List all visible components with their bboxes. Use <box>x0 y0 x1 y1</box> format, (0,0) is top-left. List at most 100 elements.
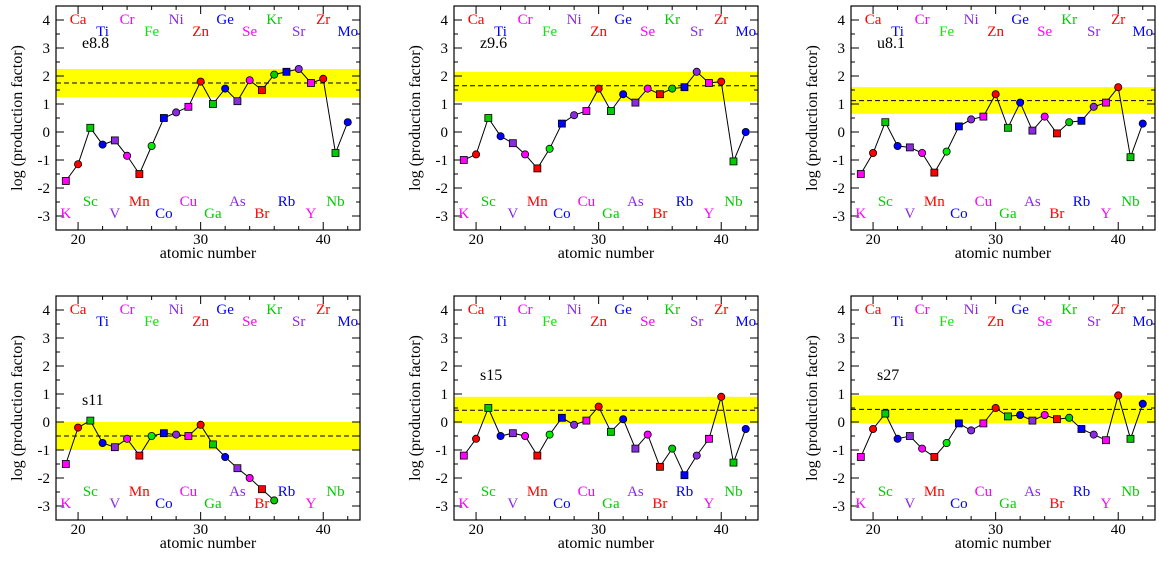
data-point <box>930 168 939 177</box>
data-point <box>172 108 181 117</box>
element-label-sr: Sr <box>1087 24 1100 40</box>
data-point <box>1016 411 1025 420</box>
element-label-br: Br <box>652 206 667 222</box>
data-point <box>86 123 95 132</box>
data-point <box>905 432 914 440</box>
x-tick-label: 30 <box>193 232 208 248</box>
element-label-ga: Ga <box>602 496 620 512</box>
element-label-y: Y <box>1101 496 1112 512</box>
element-label-ni: Ni <box>964 302 979 318</box>
element-label-nb: Nb <box>1121 484 1139 500</box>
data-point <box>930 453 939 461</box>
data-point <box>582 107 591 115</box>
data-point <box>221 452 230 461</box>
data-point <box>741 424 750 433</box>
element-label-as: As <box>229 194 246 210</box>
element-label-mn: Mn <box>527 194 548 210</box>
data-point <box>484 404 493 412</box>
data-point <box>98 140 107 149</box>
data-point <box>1065 118 1074 127</box>
element-label-mn: Mn <box>924 194 945 210</box>
x-axis-label: atomic number <box>160 245 257 262</box>
y-tick-label: 0 <box>43 415 51 431</box>
x-tick-label: 30 <box>591 522 606 538</box>
y-tick-label: -1 <box>436 153 449 169</box>
y-tick-label: 3 <box>441 331 449 347</box>
y-tick-label: 0 <box>441 125 449 141</box>
element-label-zn: Zn <box>987 314 1004 330</box>
data-point <box>856 170 865 178</box>
data-point <box>1138 399 1147 408</box>
element-label-zn: Zn <box>590 24 607 40</box>
y-axis-label: log (production factor) <box>804 45 821 191</box>
element-label-v: V <box>904 206 915 222</box>
element-label-mo: Mo <box>337 314 358 330</box>
data-point <box>1053 415 1061 424</box>
data-point <box>1065 413 1074 422</box>
y-tick-label: 4 <box>838 303 846 319</box>
data-point <box>147 141 156 150</box>
data-point <box>74 160 83 169</box>
element-label-ca: Ca <box>865 302 882 318</box>
x-tick-label: 30 <box>193 522 208 538</box>
data-point <box>1077 425 1086 433</box>
element-label-v: V <box>109 496 120 512</box>
data-point <box>705 79 713 87</box>
data-point <box>643 84 652 93</box>
data-point <box>680 83 689 92</box>
element-label-as: As <box>627 194 644 210</box>
data-point <box>496 431 505 440</box>
data-point <box>282 67 291 76</box>
element-label-se: Se <box>1037 314 1052 330</box>
data-point <box>1102 436 1110 445</box>
data-point <box>856 453 865 461</box>
element-label-kr: Kr <box>266 12 282 28</box>
y-tick-label: -3 <box>436 209 449 225</box>
y-tick-label: 3 <box>43 41 51 57</box>
data-point <box>1138 119 1147 128</box>
element-label-rb: Rb <box>676 194 694 210</box>
element-label-co: Co <box>950 206 968 222</box>
x-axis-label: atomic number <box>955 245 1052 262</box>
data-point <box>331 149 340 157</box>
element-label-ga: Ga <box>999 206 1017 222</box>
data-point <box>508 139 517 148</box>
data-point <box>209 100 217 108</box>
element-label-co: Co <box>553 206 571 222</box>
data-point <box>570 111 579 120</box>
y-tick-label: 0 <box>838 125 846 141</box>
y-tick-label: 4 <box>441 13 449 29</box>
element-label-k: K <box>855 206 866 222</box>
element-label-ga: Ga <box>204 496 222 512</box>
element-label-rb: Rb <box>278 484 296 500</box>
data-point <box>245 76 254 85</box>
data-point <box>692 67 701 76</box>
x-tick-label: 20 <box>71 522 86 538</box>
element-label-zn: Zn <box>590 314 607 330</box>
element-label-ca: Ca <box>70 12 87 28</box>
element-label-rb: Rb <box>1073 484 1091 500</box>
chart-panel-z9.6: 20 30 40 -3 -2 -1 0 1 2 3 4 atomic number log (produ… <box>407 5 759 262</box>
data-point <box>123 151 132 160</box>
chart-panel-e8.8: 20 30 40 -3 -2 -1 0 1 2 3 4 atomic number log (produ… <box>9 5 361 262</box>
element-label-br: Br <box>254 206 269 222</box>
element-label-mo: Mo <box>1132 314 1153 330</box>
element-label-ni: Ni <box>169 12 184 28</box>
element-label-mn: Mn <box>129 194 150 210</box>
x-tick-label: 20 <box>71 232 86 248</box>
panel-label: s27 <box>877 367 899 384</box>
y-tick-label: -3 <box>38 209 51 225</box>
data-point <box>221 84 230 93</box>
data-point <box>967 426 976 435</box>
element-label-rb: Rb <box>1073 194 1091 210</box>
x-tick-label: 30 <box>591 232 606 248</box>
data-point <box>1053 129 1061 138</box>
element-label-ti: Ti <box>494 314 507 330</box>
data-point <box>729 157 738 166</box>
data-point <box>1040 112 1049 121</box>
element-label-k: K <box>458 206 469 222</box>
y-tick-label: -2 <box>38 471 51 487</box>
data-point <box>343 118 352 127</box>
data-point <box>557 413 566 422</box>
